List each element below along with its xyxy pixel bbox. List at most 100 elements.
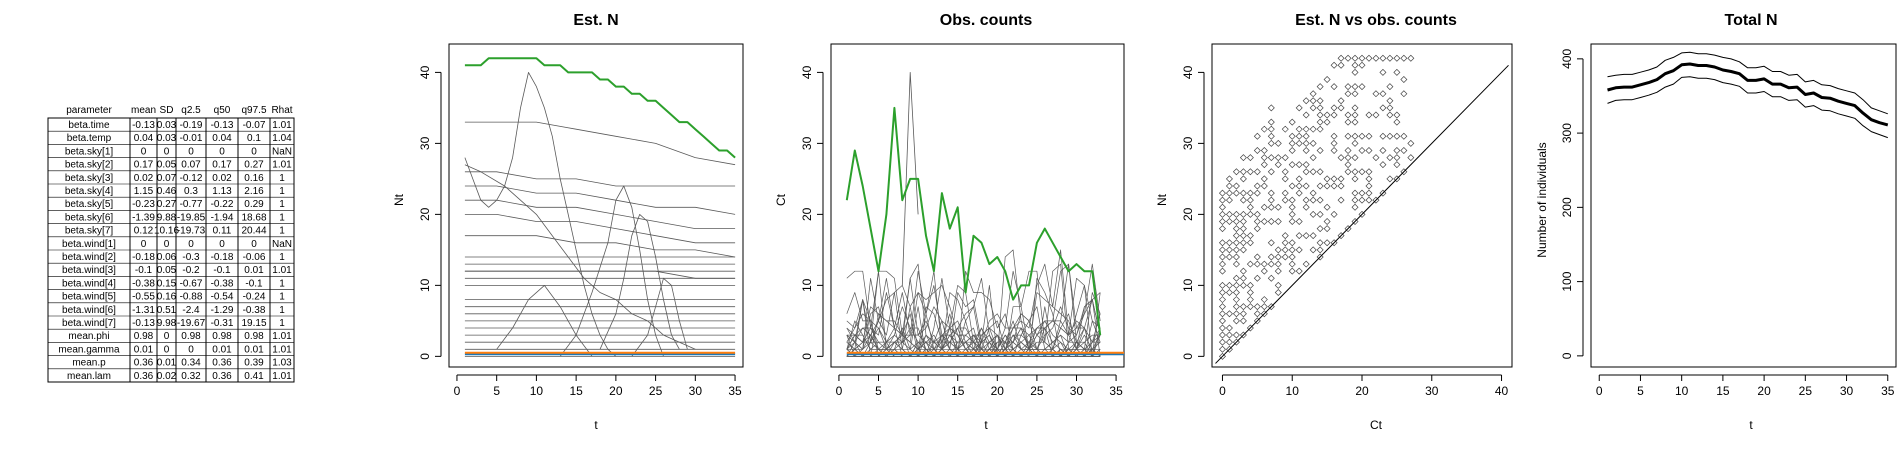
data-point [1288,161,1296,169]
table-cell: 18.68 [241,212,266,223]
data-point [1365,146,1373,154]
x-tick-label: 20 [991,384,1005,398]
x-tick-label: 20 [609,384,623,398]
data-point [1253,310,1261,318]
series-line [599,213,680,350]
table-cell: 2.16 [244,186,264,197]
table-cell: beta.sky[2] [65,160,114,171]
x-tick-label: 10 [1675,384,1689,398]
table-cell: beta.sky[3] [65,173,114,184]
data-point [1393,146,1401,154]
x-tick-label: 10 [1286,384,1300,398]
x-tick-label: 15 [569,384,583,398]
data-point [1393,154,1401,162]
data-point [1232,253,1240,261]
data-point [1232,210,1240,218]
data-point [1323,203,1331,211]
data-point [1260,310,1268,318]
data-point [1225,196,1233,204]
data-point [1274,253,1282,261]
data-point [1239,175,1247,183]
data-point [1274,246,1282,254]
series-line [846,320,1101,357]
data-point [1386,132,1394,140]
data-point [1302,161,1310,169]
data-point [1239,196,1247,204]
data-point [1316,118,1324,126]
table-cell: 1.01 [272,344,292,355]
table-cell: 0 [188,146,194,157]
data-point [1246,260,1254,268]
table-cell: 0.41 [244,371,264,382]
y-tick-label: 200 [1560,197,1574,217]
highlight-series-line [845,106,1102,336]
data-point [1358,168,1366,176]
data-point [1379,132,1387,140]
table-cell: 10.16 [154,226,179,237]
x-axis: 0 5 10 15 20 25 30 35 [454,374,742,398]
data-point [1295,175,1303,183]
data-point [1337,154,1345,162]
table-cell: 1.01 [272,160,292,171]
table-header-cell: q50 [214,105,231,116]
series-line [559,185,664,357]
table-cell: 0.16 [157,292,177,303]
data-point [1218,331,1226,339]
data-point [1337,97,1345,105]
data-point [1246,324,1254,332]
data-point [1330,175,1338,183]
data-point [1358,196,1366,204]
table-cell: 1 [279,173,285,184]
data-point [1253,189,1261,197]
data-point [1260,260,1268,268]
y-axis-label: Nt [1155,193,1169,206]
data-point [1400,75,1408,83]
y-tick-label: 0 [1181,353,1195,360]
data-point [1267,125,1275,133]
data-point [1316,104,1324,112]
plot-frame [448,43,744,368]
table-cell: -0.13 [132,120,155,131]
table-cell: -0.88 [180,292,203,303]
parameter-table: parameter mean SD q2.5 q50 q97.5 Rhat beta.time… [47,105,295,383]
data-point [1218,338,1226,346]
data-point [1337,54,1345,62]
data-point [1288,260,1296,268]
data-point [1309,210,1317,218]
data-point [1218,281,1226,289]
data-point [1309,196,1317,204]
data-point [1344,54,1352,62]
data-point [1358,132,1366,140]
series-line [464,171,736,187]
data-point [1246,288,1254,296]
data-point [1323,118,1331,126]
table-cell: -0.18 [132,252,155,263]
data-point [1372,111,1380,119]
data-point [1239,331,1247,339]
y-tick-label: 0 [1560,352,1574,359]
table-cell: 0 [164,146,170,157]
chart-title: Est. N [573,12,618,29]
series-line [464,213,736,244]
data-point [1316,146,1324,154]
data-point [1260,146,1268,154]
table-cell: 0 [219,239,225,250]
data-point [1302,139,1310,147]
x-tick-label: 25 [1799,384,1813,398]
x-axis-label: t [1749,418,1753,432]
table-cell: 0.03 [157,120,177,131]
data-point [1281,253,1289,261]
data-point [1246,168,1254,176]
data-point [1267,217,1275,225]
data-point [1365,132,1373,140]
data-point [1323,239,1331,247]
y-tick-label: 20 [800,207,814,221]
data-point [1218,217,1226,225]
y-tick-label: 30 [800,136,814,150]
data-point [1239,317,1247,325]
table-cell: 0.02 [134,173,154,184]
data-point [1288,246,1296,254]
data-point [1337,61,1345,69]
table-cell: 0.07 [181,160,201,171]
data-point [1407,139,1415,147]
